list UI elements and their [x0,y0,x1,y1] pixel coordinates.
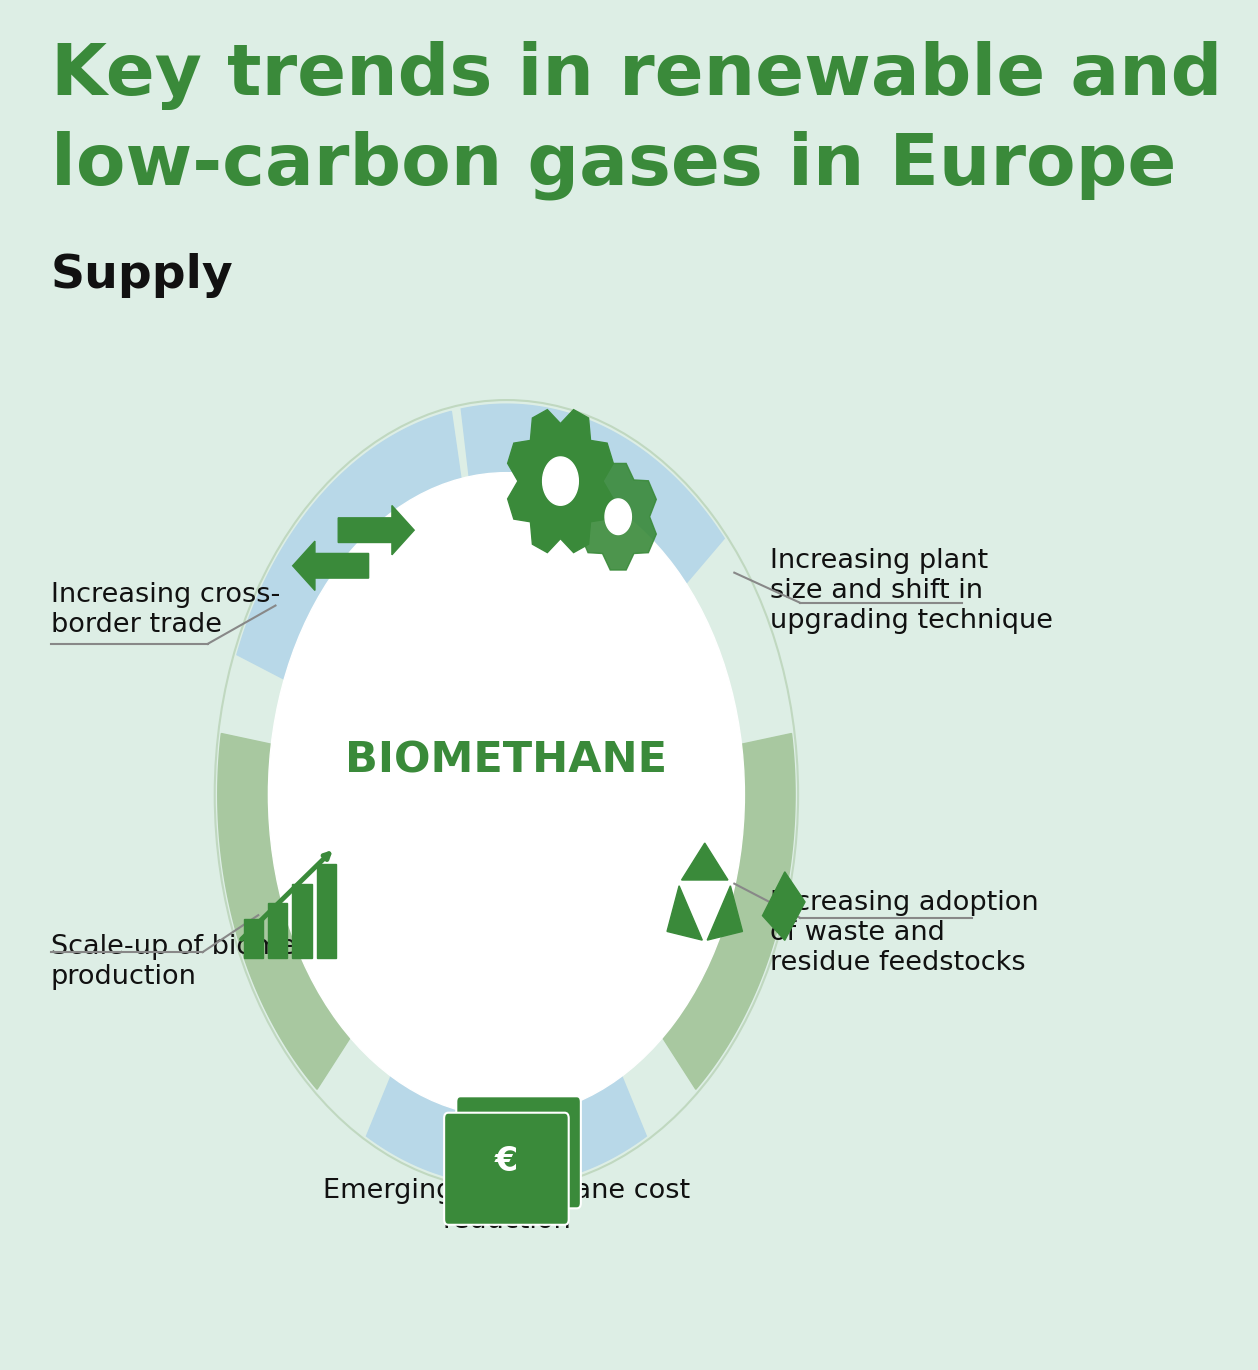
Polygon shape [542,458,579,506]
Polygon shape [663,733,795,1089]
Text: Supply: Supply [50,253,233,299]
Polygon shape [605,499,632,534]
Polygon shape [366,1077,647,1185]
Text: low-carbon gases in Europe: low-carbon gases in Europe [50,130,1176,200]
Polygon shape [682,843,728,880]
Bar [292,884,312,958]
Polygon shape [707,886,742,940]
Circle shape [268,473,745,1117]
Text: BIOMETHANE: BIOMETHANE [346,740,668,781]
Text: Scale-up of biomethane
production: Scale-up of biomethane production [50,934,375,991]
Bar [317,864,336,958]
Polygon shape [237,411,460,680]
Polygon shape [667,886,702,940]
Text: Emerging biomethane cost
reduction: Emerging biomethane cost reduction [323,1178,689,1234]
Polygon shape [580,463,657,570]
Text: Increasing plant
size and shift in
upgrading technique: Increasing plant size and shift in upgra… [770,548,1053,634]
Bar [244,919,263,958]
FancyBboxPatch shape [444,1112,569,1225]
Polygon shape [762,871,805,940]
Polygon shape [218,733,350,1089]
Polygon shape [462,404,725,584]
FancyBboxPatch shape [457,1096,581,1208]
FancyArrow shape [338,506,414,555]
Text: Increasing adoption
of waste and
residue feedstocks: Increasing adoption of waste and residue… [770,890,1038,977]
Text: Key trends in renewable and: Key trends in renewable and [50,41,1222,110]
Text: €: € [494,1145,518,1178]
FancyArrow shape [293,541,369,590]
Text: Increasing cross-
border trade: Increasing cross- border trade [50,582,281,638]
Polygon shape [508,410,614,552]
Bar [268,903,287,958]
